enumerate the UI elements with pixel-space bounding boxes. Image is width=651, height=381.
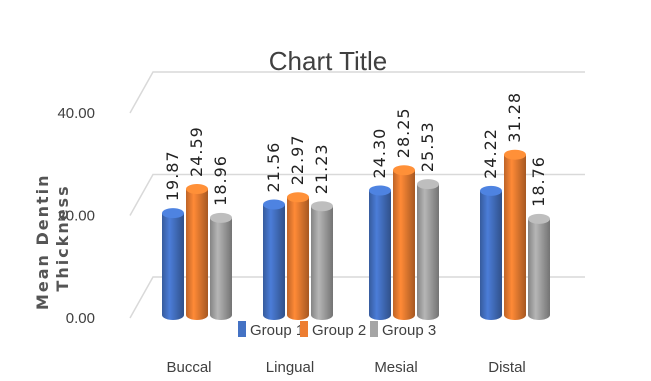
bar	[369, 185, 391, 320]
chart-title: Chart Title	[269, 46, 388, 76]
data-label: 19.87	[163, 150, 182, 201]
legend-label: Group 1	[250, 322, 304, 339]
y-axis-label-line-2: Thickness	[53, 184, 72, 291]
y-axis-label-line-1: Mean Dentin	[33, 174, 52, 311]
category-label: Lingual	[266, 359, 314, 376]
bar	[287, 192, 309, 320]
legend: Group 1 Group 2 Group 3	[238, 321, 436, 339]
bar	[504, 149, 526, 320]
data-label: 18.76	[529, 156, 548, 207]
y-tick-label: 0.00	[66, 310, 95, 327]
category-label: Buccal	[166, 359, 211, 376]
legend-label: Group 2	[312, 322, 366, 339]
legend-swatch	[238, 321, 246, 337]
category-label: Mesial	[374, 359, 417, 376]
bar	[417, 179, 439, 320]
legend-swatch	[300, 321, 308, 337]
bar	[393, 165, 415, 320]
y-tick-label: 40.00	[57, 105, 95, 122]
data-label: 25.53	[418, 121, 437, 172]
legend-swatch	[370, 321, 378, 337]
gridline	[129, 71, 585, 114]
y-axis-label: Mean Dentin Thickness	[33, 166, 72, 310]
bar	[528, 213, 550, 320]
data-label: 28.25	[394, 107, 413, 158]
legend-label: Group 3	[382, 322, 436, 339]
category-label: Distal	[488, 359, 526, 376]
bar	[480, 185, 502, 320]
data-label: 21.23	[312, 143, 331, 194]
gridline	[129, 276, 585, 319]
data-label: 31.28	[505, 92, 524, 143]
data-label: 24.59	[187, 126, 206, 177]
data-label: 21.56	[264, 142, 283, 193]
data-label: 18.96	[211, 155, 230, 206]
legend-item: Group 1	[238, 321, 304, 339]
data-label: 24.22	[481, 128, 500, 179]
gridline	[129, 173, 585, 216]
bar	[311, 201, 333, 320]
bar	[210, 212, 232, 320]
legend-item: Group 3	[370, 321, 436, 339]
y-tick-label: 20.00	[57, 208, 95, 225]
bar	[263, 199, 285, 320]
bar	[186, 183, 208, 320]
legend-item: Group 2	[300, 321, 366, 339]
data-label: 24.30	[370, 128, 389, 179]
data-label: 22.97	[288, 134, 307, 185]
bar	[162, 208, 184, 320]
